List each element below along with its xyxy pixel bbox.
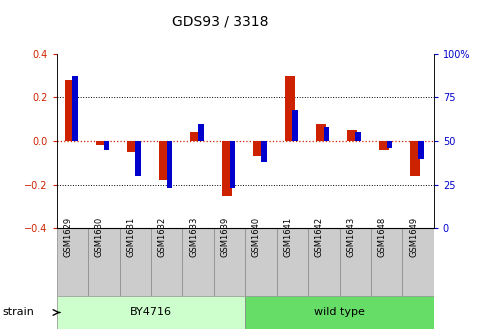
Bar — [198, 124, 204, 141]
Bar — [261, 141, 267, 162]
Bar — [96, 141, 106, 145]
Text: GDS93 / 3318: GDS93 / 3318 — [173, 14, 269, 29]
Bar — [88, 228, 119, 296]
Text: GSM1629: GSM1629 — [64, 216, 72, 257]
Text: strain: strain — [2, 307, 35, 318]
Bar — [308, 228, 340, 296]
Bar — [57, 228, 88, 296]
Text: GSM1631: GSM1631 — [126, 216, 135, 257]
Text: GSM1632: GSM1632 — [158, 216, 167, 257]
Text: wild type: wild type — [314, 307, 365, 318]
Text: GSM1633: GSM1633 — [189, 216, 198, 257]
Bar — [340, 228, 371, 296]
Bar — [245, 296, 434, 329]
Bar — [230, 141, 235, 188]
Bar — [316, 124, 326, 141]
Bar — [214, 228, 246, 296]
Text: GSM1642: GSM1642 — [315, 216, 324, 257]
Bar — [151, 228, 182, 296]
Bar — [410, 141, 421, 176]
Bar — [190, 132, 200, 141]
Bar — [418, 141, 424, 159]
Text: GSM1643: GSM1643 — [346, 216, 355, 257]
Bar — [387, 141, 392, 148]
Bar — [167, 141, 173, 188]
Bar — [159, 141, 169, 180]
Bar — [277, 228, 308, 296]
Text: GSM1640: GSM1640 — [252, 216, 261, 257]
Bar — [57, 296, 245, 329]
Bar — [72, 77, 78, 141]
Bar — [245, 228, 277, 296]
Text: BY4716: BY4716 — [130, 307, 172, 318]
Bar — [119, 228, 151, 296]
Text: GSM1641: GSM1641 — [283, 216, 292, 257]
Bar — [135, 141, 141, 176]
Bar — [104, 141, 109, 150]
Bar — [253, 141, 263, 157]
Text: GSM1630: GSM1630 — [95, 216, 104, 257]
Bar — [324, 127, 329, 141]
Bar — [127, 141, 138, 152]
Bar — [182, 228, 214, 296]
Bar — [65, 80, 74, 141]
Bar — [355, 132, 361, 141]
Bar — [292, 110, 298, 141]
Bar — [379, 141, 389, 150]
Bar — [222, 141, 232, 196]
Bar — [402, 228, 434, 296]
Bar — [348, 130, 357, 141]
Text: GSM1639: GSM1639 — [220, 216, 230, 257]
Text: GSM1649: GSM1649 — [409, 216, 418, 257]
Bar — [284, 76, 295, 141]
Bar — [371, 228, 402, 296]
Text: GSM1648: GSM1648 — [378, 216, 387, 257]
